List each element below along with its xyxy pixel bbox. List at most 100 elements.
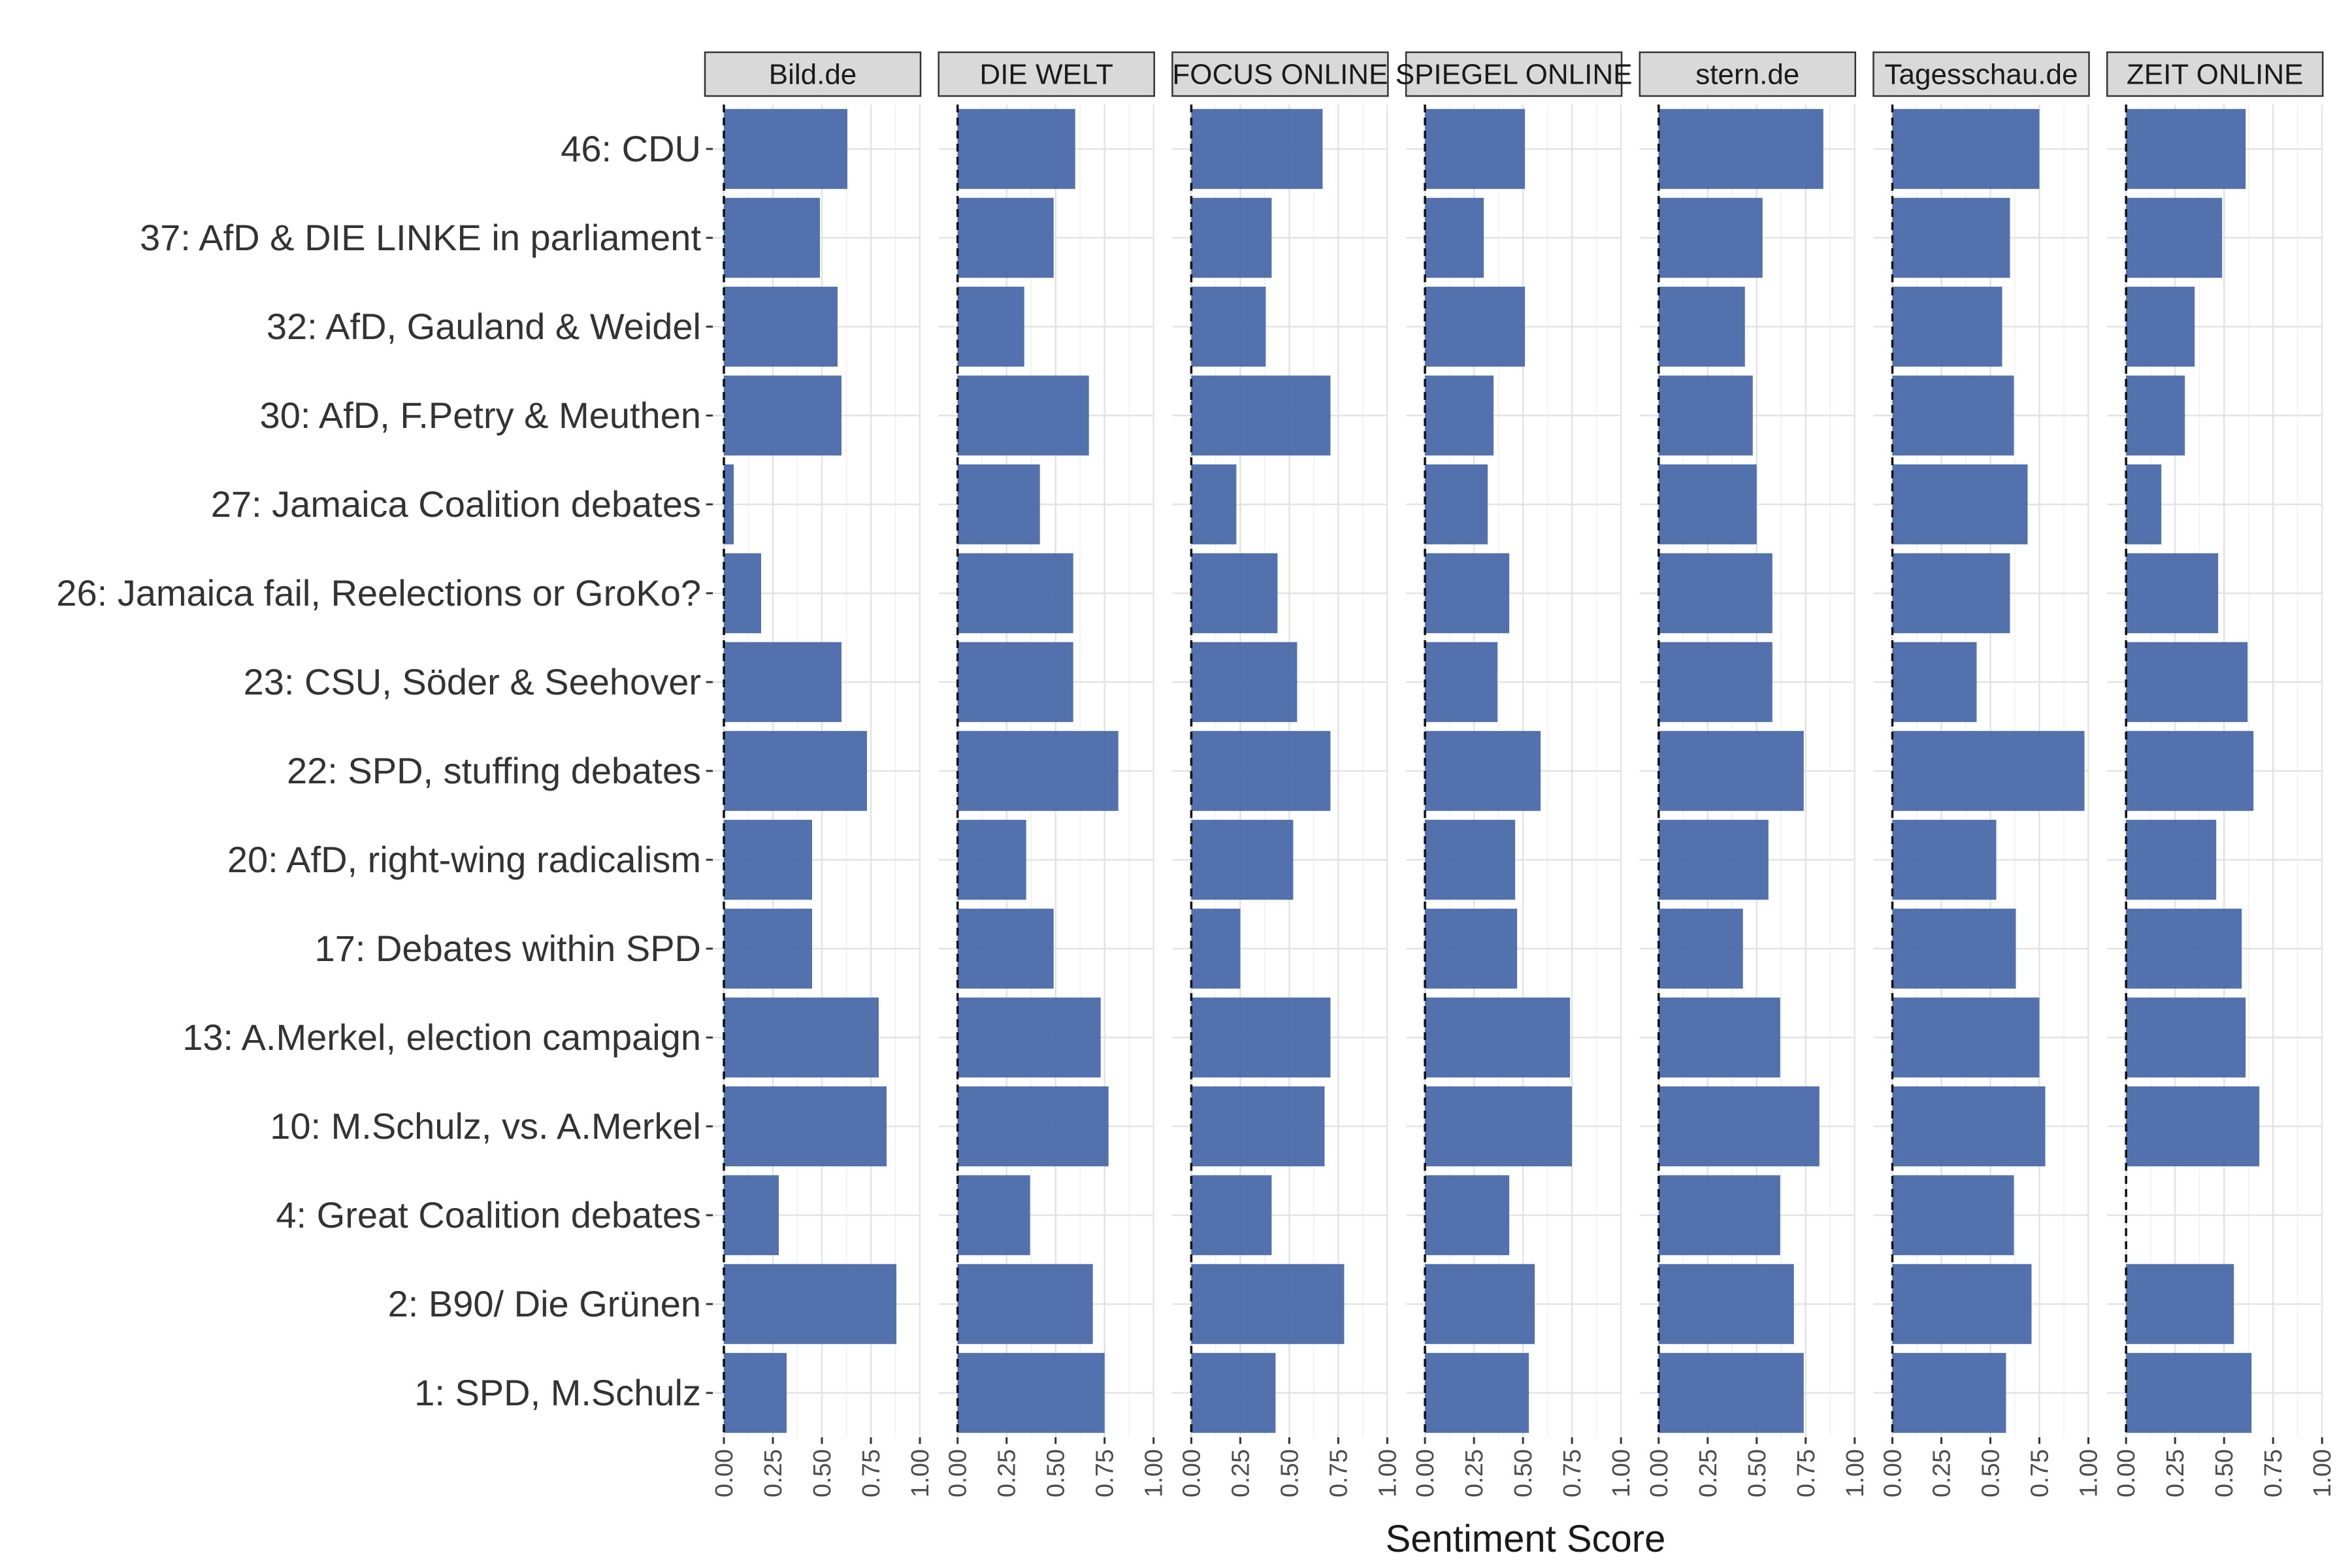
bar xyxy=(1658,642,1772,723)
bar xyxy=(1892,730,2085,811)
bar xyxy=(724,553,761,634)
x-tick-label: 1.00 xyxy=(907,1449,934,1497)
bar xyxy=(2126,1352,2252,1433)
panel: SPIEGEL ONLINE 0.00 0.25 0.50 0.75 1.00 xyxy=(1396,51,1635,1497)
panel-plot-area xyxy=(705,105,921,1437)
bar xyxy=(1191,1352,1276,1433)
x-tick-label: 1.00 xyxy=(1842,1449,1869,1497)
bar xyxy=(957,1086,1109,1167)
facet-strip xyxy=(704,51,922,97)
x-tick-label: 0.00 xyxy=(2113,1449,2140,1497)
bar xyxy=(1425,819,1516,900)
x-tick-label: 0.50 xyxy=(1043,1449,1070,1497)
panel-plot-area xyxy=(1172,105,1388,1437)
bar xyxy=(2126,819,2217,900)
bar xyxy=(1658,553,1772,634)
bar xyxy=(2126,464,2162,545)
bar xyxy=(1191,375,1331,456)
facet-strip-label: DIE WELT xyxy=(979,59,1113,91)
bar xyxy=(1191,108,1323,189)
facet-strip-label: SPIEGEL ONLINE xyxy=(1396,59,1633,91)
bar xyxy=(957,108,1075,189)
bar xyxy=(1425,730,1541,811)
bar xyxy=(2126,1086,2260,1167)
bar xyxy=(957,286,1024,367)
facet-strip-label: Bild.de xyxy=(769,59,857,91)
bar xyxy=(1658,730,1804,811)
facet-strip xyxy=(1405,51,1623,97)
x-tick-label: 0.00 xyxy=(1880,1449,1907,1497)
y-tick-label: 17: Debates within SPD xyxy=(315,928,701,969)
facet-strip-label: FOCUS ONLINE xyxy=(1172,59,1388,91)
panel: Tagesschau.de 0.00 0.25 0.50 0.75 1.00 xyxy=(1872,51,2103,1497)
bar xyxy=(957,997,1101,1078)
x-tick-label: 0.25 xyxy=(1461,1449,1488,1497)
x-tick-label: 0.75 xyxy=(1325,1449,1352,1497)
bar xyxy=(1892,908,2016,989)
x-tick-label: 0.25 xyxy=(2162,1449,2189,1497)
bar xyxy=(1425,108,1526,189)
bar xyxy=(957,1264,1093,1345)
bar xyxy=(957,375,1089,456)
bar xyxy=(724,375,841,456)
bar xyxy=(1658,375,1753,456)
y-tick-label: 22: SPD, stuffing debates xyxy=(287,750,701,791)
bar xyxy=(1658,464,1757,545)
bar xyxy=(1892,642,1977,723)
bar xyxy=(1191,464,1237,545)
bar xyxy=(1425,286,1526,367)
bar xyxy=(1892,286,2002,367)
facet-strip-label: ZEIT ONLINE xyxy=(2127,59,2304,91)
bar xyxy=(1658,108,1823,189)
x-tick-label: 0.00 xyxy=(711,1449,738,1497)
y-tick-label: 1: SPD, M.Schulz xyxy=(414,1372,701,1413)
panel: FOCUS ONLINE 0.00 0.25 0.50 0.75 1.00 xyxy=(1171,51,1401,1497)
x-tick-label: 0.50 xyxy=(1978,1449,2005,1497)
bar xyxy=(1191,642,1298,723)
bar xyxy=(2126,553,2219,634)
bar xyxy=(1191,1175,1272,1256)
bar xyxy=(957,908,1054,989)
bar xyxy=(1658,908,1743,989)
bar xyxy=(2126,286,2195,367)
bar xyxy=(957,730,1119,811)
bar xyxy=(1892,1086,2046,1167)
y-tick-label: 27: Jamaica Coalition debates xyxy=(211,483,701,525)
x-tick-label: 0.00 xyxy=(945,1449,972,1497)
facet-strip-label: Tagesschau.de xyxy=(1885,59,2078,91)
facet-strip xyxy=(2106,51,2324,97)
bar xyxy=(1425,997,1571,1078)
x-tick-label: 0.75 xyxy=(1793,1449,1820,1497)
bar xyxy=(1425,197,1484,278)
bar xyxy=(724,642,841,723)
panel-plot-area xyxy=(2107,105,2323,1437)
bar xyxy=(1658,1086,1820,1167)
bar xyxy=(957,642,1073,723)
x-tick-label: 0.50 xyxy=(1276,1449,1303,1497)
bar xyxy=(1892,197,2010,278)
bar xyxy=(1191,553,1278,634)
bar xyxy=(2126,730,2254,811)
y-tick-label: 2: B90/ Die Grünen xyxy=(388,1283,701,1324)
x-tick-label: 0.75 xyxy=(2260,1449,2287,1497)
bar xyxy=(1892,997,2040,1078)
x-tick-label: 0.25 xyxy=(1929,1449,1956,1497)
bar xyxy=(1892,464,2028,545)
bar xyxy=(1892,819,1997,900)
bar xyxy=(2126,197,2223,278)
bar xyxy=(1658,1175,1780,1256)
facet-strip xyxy=(1639,51,1857,97)
bar xyxy=(1191,1086,1325,1167)
panel: stern.de 0.00 0.25 0.50 0.75 1.00 xyxy=(1639,51,1869,1497)
bar xyxy=(1425,642,1498,723)
bar xyxy=(724,1086,887,1167)
panel-plot-area xyxy=(1639,105,1855,1437)
bar xyxy=(1658,997,1780,1078)
x-tick-label: 0.25 xyxy=(994,1449,1021,1497)
panel: Bild.de 0.00 0.25 0.50 0.75 1.00 xyxy=(704,51,934,1497)
bar xyxy=(724,108,847,189)
bar xyxy=(724,1175,779,1256)
bar xyxy=(1658,1264,1794,1345)
bar xyxy=(724,997,879,1078)
x-tick-label: 0.00 xyxy=(1178,1449,1205,1497)
